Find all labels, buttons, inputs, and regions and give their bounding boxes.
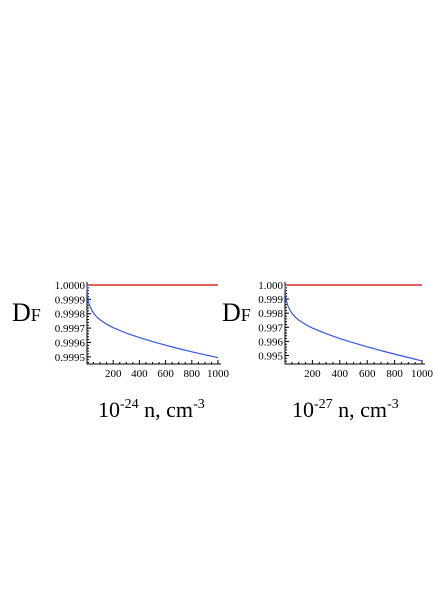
y-tick-label: 0.9999	[55, 294, 86, 306]
chart-panel-right: 200 400 600 800 1000 1.000 0.999 0.998 0.997 0.99…	[218, 260, 436, 430]
y-tick-label: 1.0000	[55, 280, 86, 292]
y-tick-label: 0.999	[258, 294, 283, 306]
y-tick-label: 1.000	[258, 280, 283, 292]
y-tick-label: 0.9998	[55, 309, 86, 321]
x-tick-label: 200	[105, 368, 122, 380]
y-tick-label: 0.998	[258, 308, 283, 320]
y-tick-label: 0.996	[258, 336, 283, 348]
y-axis-label: DF	[12, 298, 41, 327]
x-tick-label: 600	[157, 368, 174, 380]
x-tick-label: 1000	[411, 368, 434, 380]
y-tick-label: 0.995	[258, 351, 283, 363]
x-axis-label: 10-27 n, cm-3	[292, 397, 399, 422]
chart-panel-left: 200 400 600 800 1000 1.0000 0.9999 0.9998 0.9997…	[0, 260, 230, 430]
chart-right: 200 400 600 800 1000 1.000 0.999 0.998 0.997 0.99…	[258, 280, 434, 380]
x-tick-label: 400	[332, 368, 349, 380]
y-axis-label: DF	[222, 298, 251, 327]
x-axis-label: 10-24 n, cm-3	[98, 397, 205, 422]
y-tick-label: 0.9996	[55, 337, 86, 349]
x-tick-label: 400	[131, 368, 148, 380]
chart-left: 200 400 600 800 1000 1.0000 0.9999 0.9998 0.9997…	[55, 280, 230, 380]
x-tick-label: 800	[184, 368, 201, 380]
series-line-blue	[86, 284, 219, 359]
x-tick-label: 1000	[207, 368, 230, 380]
y-tick-label: 0.9997	[55, 323, 86, 335]
x-tick-label: 600	[359, 368, 376, 380]
x-tick-label: 200	[304, 368, 321, 380]
y-tick-label: 0.9995	[55, 352, 86, 364]
y-tick-label: 0.997	[258, 322, 283, 334]
series-line-blue	[284, 284, 423, 362]
x-tick-label: 800	[386, 368, 403, 380]
